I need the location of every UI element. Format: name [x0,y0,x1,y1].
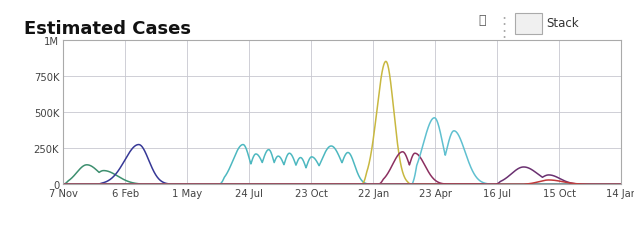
Text: :: : [501,26,507,41]
Text: :: : [501,13,507,28]
Text: Stack: Stack [547,17,579,30]
Text: Estimated Cases: Estimated Cases [24,20,191,38]
Text: ⎘: ⎘ [478,14,486,27]
